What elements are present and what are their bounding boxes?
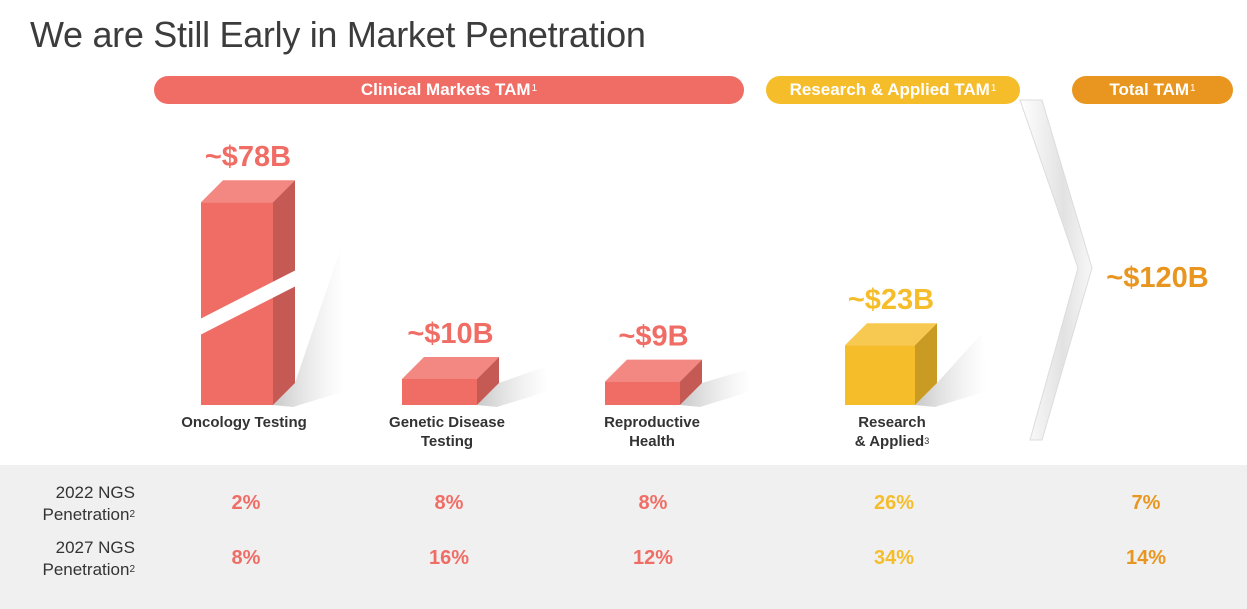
research-line1: Research (858, 414, 926, 431)
total-tam-footnote: 1 (1190, 82, 1196, 94)
research-bar-side (915, 323, 937, 405)
tam-bar-chart: ~$78B ~$10B ~$9B ~$23B (199, 99, 1093, 441)
cell-2027-total: 14% (1125, 547, 1167, 569)
oncology-bar-shadow (273, 250, 345, 407)
cell-2022-oncology: 2% (231, 492, 261, 514)
cell-2022-total: 7% (1131, 492, 1161, 514)
research-tam-label: Research & Applied TAM (789, 80, 990, 99)
category-label-oncology: Oncology Testing (154, 413, 334, 432)
page-title: We are Still Early in Market Penetration (30, 14, 646, 55)
category-label-reproductive: Reproductive Health (562, 413, 742, 451)
penetration-table (0, 465, 1247, 609)
research-tam-header: Research & Applied TAM 1 (766, 76, 1020, 104)
row2-line1: 2027 NGS (55, 538, 135, 557)
reproductive-bar-top (605, 359, 702, 382)
cell-2027-research: 34% (873, 547, 915, 569)
cell-2022-research: 26% (873, 492, 915, 514)
research-footnote: 3 (924, 436, 930, 446)
row-head-2027: 2027 NGS Penetration2 (0, 537, 135, 581)
total-tam-label: Total TAM (1109, 80, 1190, 99)
clinical-tam-label: Clinical Markets TAM (360, 80, 531, 99)
reproductive-bar-side (680, 359, 702, 405)
oncology-value-label: ~$78B (205, 141, 291, 173)
genetic-line2: Testing (420, 433, 474, 450)
cell-2027-reproductive: 12% (632, 547, 674, 569)
reproductive-line2: Health (629, 433, 675, 450)
row-head-2022: 2022 NGS Penetration2 (0, 482, 135, 526)
row2-footnote: 2 (129, 564, 135, 575)
category-label-genetic: Genetic Disease Testing (357, 413, 537, 451)
oncology-bar-top (201, 180, 295, 203)
row2-line2: Penetration (42, 560, 130, 579)
research-bar-top (845, 323, 937, 346)
reproductive-value-label: ~$9B (618, 321, 688, 353)
reproductive-bar-shadow (680, 369, 752, 407)
genetic-bar-shadow (477, 367, 549, 407)
reproductive-bar-front (605, 381, 680, 405)
clinical-tam-header: Clinical Markets TAM 1 (154, 76, 744, 104)
row1-line2: Penetration (42, 505, 130, 524)
total-tam-header: Total TAM 1 (1072, 76, 1233, 104)
category-label-research: Research & Applied3 (802, 413, 982, 451)
total-tam-value: ~$120B (1106, 262, 1209, 294)
genetic-bar-top (402, 357, 499, 379)
total-chevron-arrow (1019, 99, 1093, 441)
cell-2022-reproductive: 8% (638, 492, 668, 514)
cell-2027-genetic: 16% (428, 547, 470, 569)
research-bar-shadow (915, 333, 987, 407)
oncology-bar-side (273, 180, 295, 405)
research-value-label: ~$23B (848, 284, 934, 316)
cell-2022-genetic: 8% (434, 492, 464, 514)
cell-2027-oncology: 8% (231, 547, 261, 569)
genetic-bar-front (402, 379, 477, 405)
row1-line1: 2022 NGS (55, 483, 135, 502)
oncology-bar-break (199, 269, 297, 336)
genetic-value-label: ~$10B (407, 318, 493, 350)
row1-footnote: 2 (129, 509, 135, 520)
research-tam-footnote: 1 (990, 82, 997, 94)
genetic-bar-side (477, 357, 499, 405)
genetic-line1: Genetic Disease (389, 414, 505, 431)
research-line2: & Applied (854, 433, 925, 450)
research-bar-front (845, 345, 915, 405)
oncology-label: Oncology Testing (181, 414, 307, 431)
clinical-tam-footnote: 1 (531, 82, 538, 94)
reproductive-line1: Reproductive (604, 414, 700, 431)
